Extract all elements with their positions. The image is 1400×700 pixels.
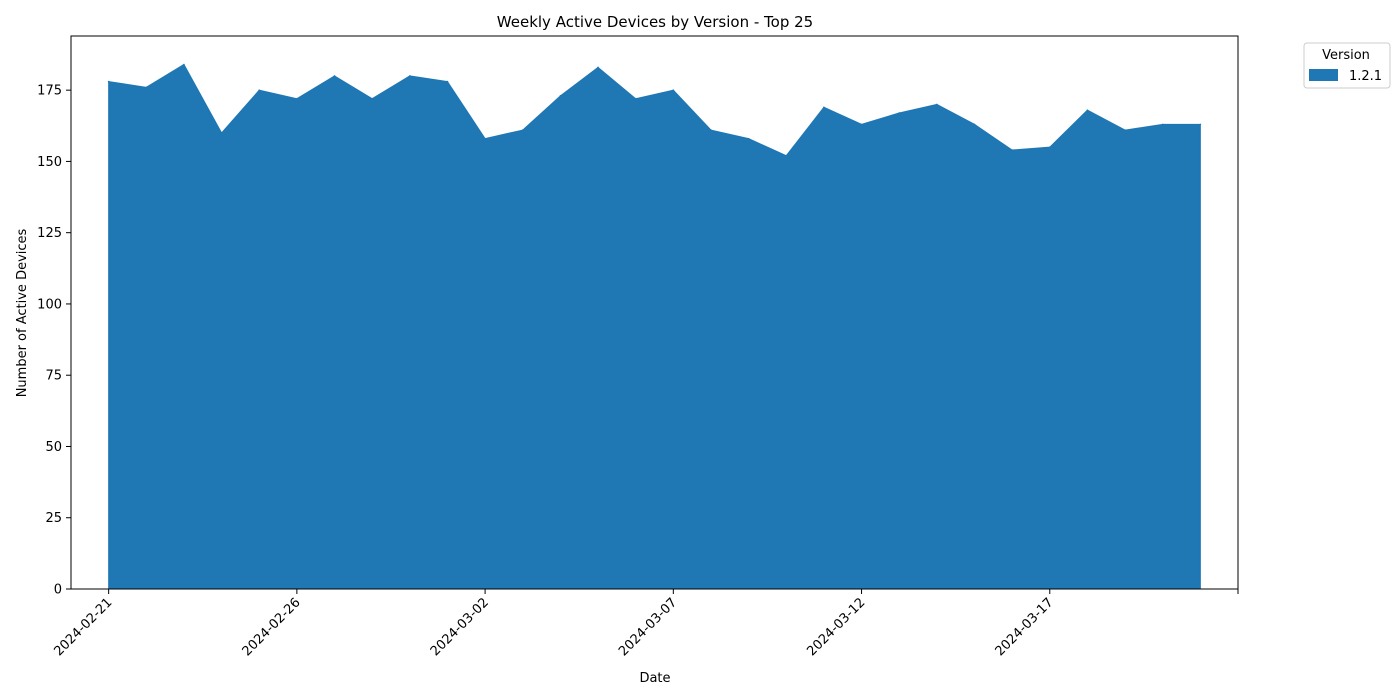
data-point [1124,129,1126,131]
y-tick-label: 100 [37,297,62,312]
chart-title: Weekly Active Devices by Version - Top 2… [497,13,813,31]
data-point [936,103,938,106]
x-tick-label: 2024-02-26 [240,595,304,659]
series-area-0 [108,63,1201,590]
data-point [220,132,223,134]
legend-swatch [1309,69,1338,81]
y-tick-label: 150 [37,155,62,170]
y-tick-label: 75 [45,369,62,384]
data-point [1011,149,1013,151]
data-point [258,89,261,91]
x-tick-label: 2024-02-21 [51,595,115,659]
legend-label: 1.2.1 [1349,69,1382,84]
data-point [597,66,599,69]
data-point [785,154,788,157]
data-point [634,97,637,100]
data-point [1048,146,1051,148]
y-axis-label: Number of Active Devices [15,228,30,397]
data-point [1161,123,1164,126]
data-point [747,137,750,140]
data-point [973,123,976,126]
data-point [860,123,863,126]
y-tick-label: 25 [45,511,62,526]
x-tick-label: 2024-03-12 [804,595,868,659]
y-tick-label: 175 [37,84,62,99]
data-point [446,80,449,83]
x-tick-label: 2024-03-17 [993,595,1057,659]
x-tick-label: 2024-03-02 [428,595,492,659]
data-point [1086,109,1089,111]
y-tick-label: 125 [37,226,62,241]
data-point [107,80,110,83]
x-tick-label: 2024-03-07 [616,595,680,659]
data-point [1199,123,1202,126]
data-point [672,89,675,91]
legend: Version 1.2.1 [1303,42,1391,89]
data-point [371,97,373,100]
data-point [559,95,562,97]
data-point [521,129,524,131]
data-point [823,106,825,109]
data-point [333,75,336,77]
legend-title: Version [1322,48,1370,63]
plot-area: 0 25 50 75 100 125 150 175 2024-02-21 2024-02-26 2… [37,35,1239,659]
y-tick-label: 50 [45,440,62,455]
data-point [710,129,712,131]
x-axis-label: Date [639,671,670,686]
y-tick-label: 0 [54,583,62,598]
data-point [296,97,298,100]
data-point [484,137,486,140]
data-point [898,112,900,114]
plot-frame [70,35,1239,590]
data-point [409,75,411,77]
data-point [183,63,185,66]
data-point [145,86,148,89]
